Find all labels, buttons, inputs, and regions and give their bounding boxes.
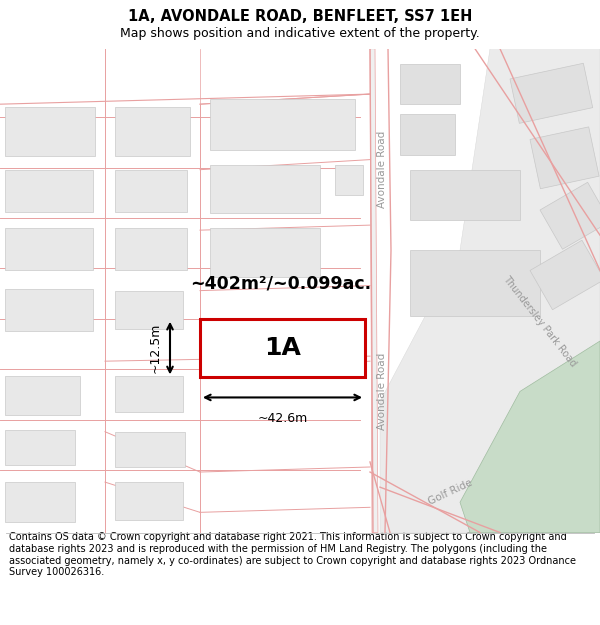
Bar <box>210 228 320 276</box>
Bar <box>400 64 460 104</box>
Text: 1A: 1A <box>264 336 301 360</box>
Bar <box>410 250 540 316</box>
Text: ~42.6m: ~42.6m <box>257 411 308 424</box>
Bar <box>115 291 183 329</box>
Polygon shape <box>460 341 600 532</box>
Bar <box>5 169 93 212</box>
Text: Avondale Road: Avondale Road <box>377 352 387 430</box>
Bar <box>400 114 455 154</box>
Bar <box>200 319 365 378</box>
Text: Avondale Road: Avondale Road <box>377 131 387 208</box>
Polygon shape <box>370 49 378 532</box>
Bar <box>510 63 593 123</box>
Text: Golf Ride: Golf Ride <box>427 478 473 507</box>
Bar <box>5 376 80 414</box>
Bar <box>210 99 355 149</box>
Text: Map shows position and indicative extent of the property.: Map shows position and indicative extent… <box>120 27 480 40</box>
Bar <box>5 430 75 465</box>
Bar <box>530 127 599 189</box>
Bar <box>115 432 185 467</box>
Bar <box>5 289 93 331</box>
Bar <box>115 169 187 212</box>
Text: 1A, AVONDALE ROAD, BENFLEET, SS7 1EH: 1A, AVONDALE ROAD, BENFLEET, SS7 1EH <box>128 9 472 24</box>
Bar <box>530 240 600 310</box>
Bar <box>5 482 75 522</box>
Bar <box>540 182 600 249</box>
Text: Contains OS data © Crown copyright and database right 2021. This information is : Contains OS data © Crown copyright and d… <box>9 532 576 578</box>
Bar <box>115 228 187 271</box>
Bar <box>115 107 190 156</box>
Bar <box>5 107 95 156</box>
Bar <box>335 164 363 195</box>
Text: Thundersley Park Road: Thundersley Park Road <box>502 274 578 368</box>
Polygon shape <box>380 49 600 532</box>
Bar <box>210 164 320 213</box>
Text: ~12.5m: ~12.5m <box>149 323 162 373</box>
Bar <box>5 228 93 271</box>
Bar <box>410 169 520 220</box>
Text: ~402m²/~0.099ac.: ~402m²/~0.099ac. <box>190 274 371 292</box>
Bar <box>115 482 183 521</box>
Bar <box>115 376 183 411</box>
